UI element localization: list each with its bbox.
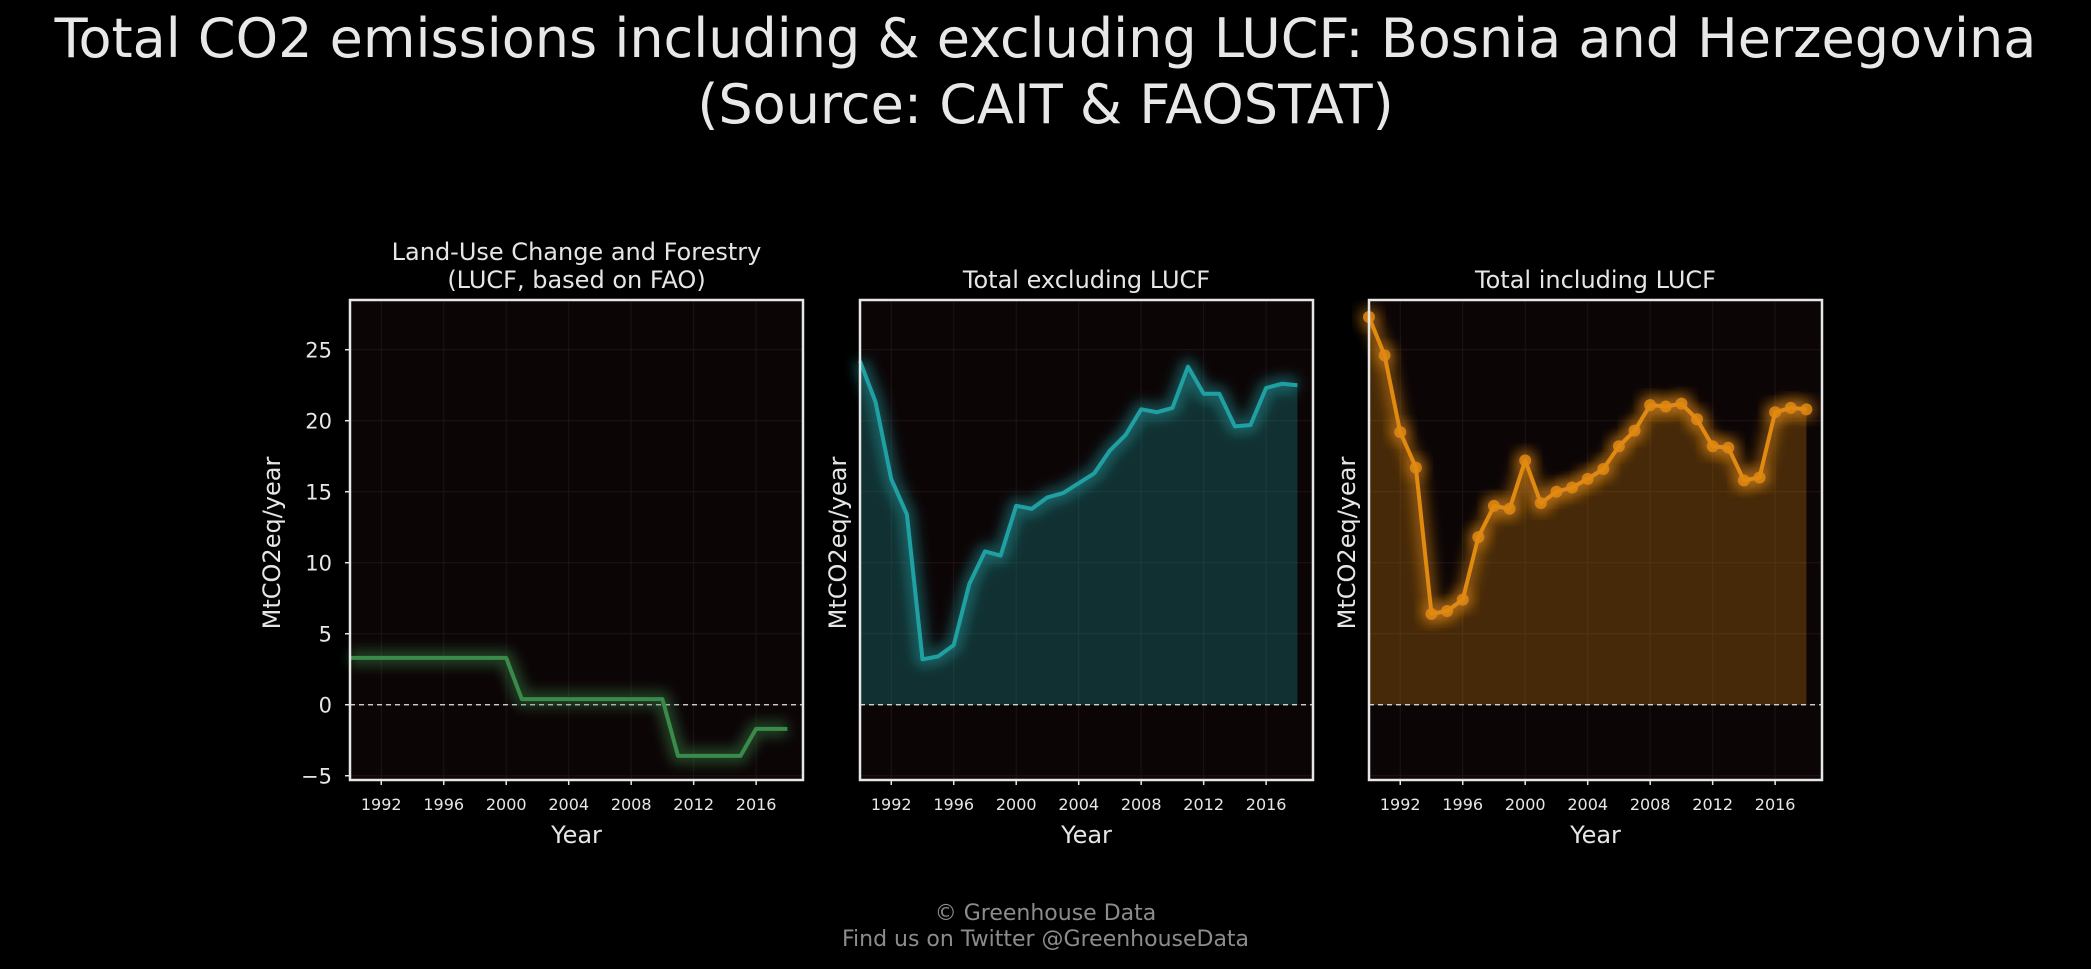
panel-title: Total including LUCF xyxy=(1474,266,1716,294)
data-point xyxy=(1487,499,1500,512)
data-point xyxy=(1784,401,1797,414)
plot-area xyxy=(1369,300,1822,780)
x-tick-label: 1992 xyxy=(871,795,912,814)
x-tick-label: 1996 xyxy=(933,795,974,814)
series-line xyxy=(858,360,1298,662)
x-tick-label: 2012 xyxy=(1692,795,1733,814)
panel-2: 1992 1996 2000 2004 2008 2012 2016 Total exclud… xyxy=(824,266,1315,849)
plot-area xyxy=(860,300,1313,780)
y-tick-label: 0 xyxy=(319,694,332,718)
x-tick-label: 2016 xyxy=(1246,795,1287,814)
footer-twitter: Find us on Twitter @GreenhouseData xyxy=(841,927,1250,952)
panel-title: Land-Use Change and Forestry xyxy=(392,238,762,266)
y-tick-label: 20 xyxy=(305,410,332,434)
data-point xyxy=(1581,472,1594,485)
x-axis-label: Year xyxy=(1569,821,1621,849)
x-tick-label: 2000 xyxy=(486,795,527,814)
y-axis-label: MtCO2eq/year xyxy=(824,457,852,630)
plot-frame xyxy=(1367,298,1824,782)
plot-frame xyxy=(858,298,1315,782)
chart-title-line2: (Source: CAIT & FAOSTAT) xyxy=(697,73,1394,136)
panel-3: 1992 1996 2000 2004 2008 2012 2016 Total includ… xyxy=(1333,266,1824,849)
x-axis-label: Year xyxy=(550,821,602,849)
data-point xyxy=(1597,462,1610,475)
series-line xyxy=(350,655,788,758)
y-tick-label: 25 xyxy=(305,339,332,363)
x-tick-label: 2012 xyxy=(1183,795,1224,814)
data-point xyxy=(1409,461,1422,474)
panel-1: 1992 1996 2000 2004 2008 2012 2016 −5 0 5 10 15 20 25… xyxy=(258,238,805,849)
data-point xyxy=(1472,531,1485,544)
x-tick-label: 1992 xyxy=(1380,795,1421,814)
y-tick-label: 15 xyxy=(305,481,332,505)
x-tick-label: 1996 xyxy=(1442,795,1483,814)
x-tick-label: 2000 xyxy=(996,795,1037,814)
data-point xyxy=(1659,400,1672,413)
x-tick-label: 2008 xyxy=(1630,795,1671,814)
footer-copyright: © Greenhouse Data xyxy=(934,901,1157,926)
y-tick-label: 5 xyxy=(319,623,332,647)
series-area xyxy=(1369,317,1807,705)
x-tick-label: 2008 xyxy=(611,795,652,814)
x-tick-label: 1992 xyxy=(361,795,402,814)
data-point xyxy=(1691,413,1704,426)
y-axis-label: MtCO2eq/year xyxy=(1333,457,1361,630)
data-point xyxy=(1519,454,1532,467)
series-area xyxy=(860,361,1298,705)
x-tick-label: 2016 xyxy=(1755,795,1796,814)
plot-frame xyxy=(348,298,805,782)
data-point xyxy=(1441,605,1454,618)
x-tick-label: 2016 xyxy=(736,795,777,814)
plot-area xyxy=(350,300,803,780)
data-point xyxy=(1394,426,1407,439)
data-point xyxy=(1753,471,1766,484)
x-tick-label: 2008 xyxy=(1121,795,1162,814)
y-tick-label: −5 xyxy=(301,765,332,789)
data-point xyxy=(1566,481,1579,494)
data-point xyxy=(1503,502,1516,515)
panel-title: (LUCF, based on FAO) xyxy=(447,266,705,294)
panel-title: Total excluding LUCF xyxy=(962,266,1210,294)
data-point xyxy=(1722,441,1735,454)
y-axis-label: MtCO2eq/year xyxy=(258,457,286,630)
data-point xyxy=(1675,397,1688,410)
x-tick-label: 1996 xyxy=(423,795,464,814)
x-tick-label: 2012 xyxy=(673,795,714,814)
data-point xyxy=(1800,403,1813,416)
x-axis-label: Year xyxy=(1060,821,1112,849)
data-point xyxy=(1737,474,1750,487)
data-point xyxy=(1612,440,1625,453)
data-point xyxy=(1534,497,1547,510)
data-point xyxy=(1769,406,1782,419)
x-tick-label: 2004 xyxy=(548,795,589,814)
x-tick-label: 2004 xyxy=(1567,795,1608,814)
data-point xyxy=(1378,349,1391,362)
data-point xyxy=(1706,440,1719,453)
x-tick-label: 2000 xyxy=(1505,795,1546,814)
data-point xyxy=(1456,593,1469,606)
x-tick-label: 2004 xyxy=(1058,795,1099,814)
data-point xyxy=(1644,399,1657,412)
chart-title-line1: Total CO2 emissions including & excludin… xyxy=(54,7,2037,70)
data-point xyxy=(1628,424,1641,437)
data-point xyxy=(1425,607,1438,620)
y-tick-label: 10 xyxy=(305,552,332,576)
data-point xyxy=(1550,485,1563,498)
